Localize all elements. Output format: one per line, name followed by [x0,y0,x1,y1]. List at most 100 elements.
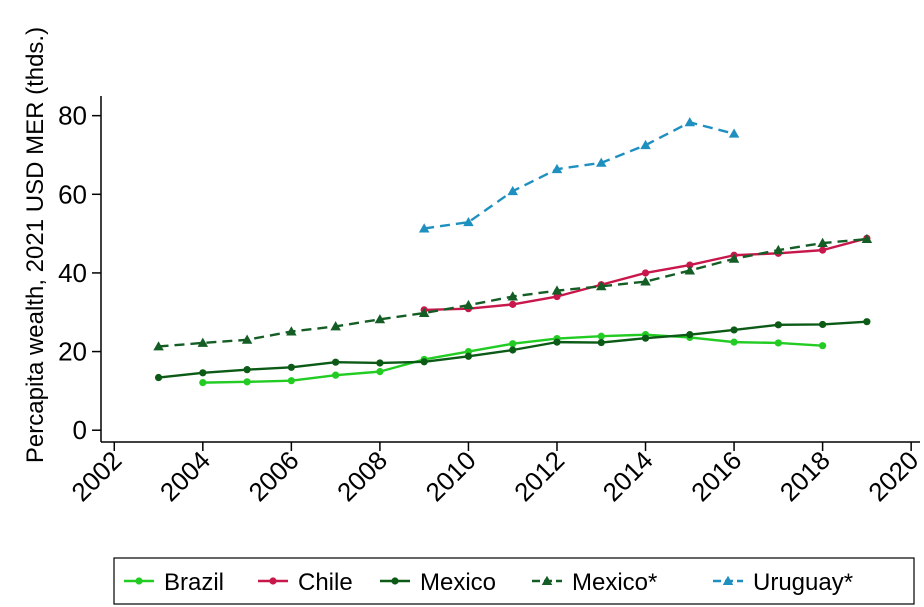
data-point-marker [817,237,828,247]
data-point-marker [241,334,253,344]
data-point-marker [686,261,694,269]
y-axis-title: Percapita wealth, 2021 USD MER (thds.) [22,27,49,463]
data-point-marker [553,292,561,301]
data-point-marker [722,575,734,585]
data-point-marker [199,379,207,387]
data-point-marker [287,377,295,385]
series-layer [153,117,873,387]
data-point-marker [332,358,340,366]
x-tick-label: 2020 [862,445,924,507]
legend-label: Brazil [164,569,224,596]
data-point-marker [730,338,738,346]
data-point-marker [640,276,651,286]
data-point-marker [640,139,651,150]
data-point-marker [464,352,473,360]
ticks-layer: 0 20 40 60 80 2002 2004 2006 2008 2010 2012 2014 201… [58,101,924,507]
series-0 [199,331,827,387]
data-point-marker [819,320,827,329]
data-point-marker [728,128,740,138]
series-line [424,121,735,230]
x-tick-label: 2010 [420,445,482,507]
data-point-marker [135,577,143,585]
x-tick-label: 2018 [774,445,836,507]
x-tick-label: 2006 [242,445,304,507]
data-point-marker [286,326,297,336]
series-4 [418,117,740,233]
x-tick-label: 2016 [685,445,747,507]
data-point-marker [269,577,277,585]
data-point-marker [420,358,428,366]
data-point-marker [597,332,605,340]
data-point-marker [641,334,650,342]
data-point-marker [287,363,295,371]
legend-item: Uruguay* [713,569,853,596]
y-tick-label: 20 [58,337,87,367]
data-point-marker [330,321,341,331]
data-point-marker [418,307,430,317]
data-point-marker [819,342,827,350]
axes-layer [100,96,920,443]
data-point-marker [376,359,384,367]
data-point-marker [507,185,518,196]
legend-item: Brazil [124,569,224,596]
data-point-marker [243,366,251,374]
data-point-marker [332,371,340,379]
legend-label: Mexico* [572,569,657,596]
data-point-marker [153,341,164,351]
data-point-marker [507,291,518,301]
data-point-marker [154,373,163,382]
data-point-marker [553,338,561,346]
data-point-marker [641,269,650,277]
data-point-marker [463,299,474,310]
legend-label: Chile [298,569,353,596]
data-point-marker [551,163,563,174]
legend: Brazil Chile Mexico Mexico* Uruguay* [113,557,915,605]
data-point-marker [509,300,517,308]
data-point-marker [391,577,399,585]
data-point-marker [374,314,386,324]
data-point-marker [541,575,553,585]
y-tick-label: 40 [58,258,87,288]
data-point-marker [596,281,607,291]
legend-item: Mexico* [532,569,657,596]
data-point-marker [551,285,563,295]
x-tick-label: 2008 [331,445,393,507]
data-point-marker [243,378,251,386]
data-point-marker [509,340,517,348]
y-tick-label: 0 [73,415,87,445]
data-point-marker [197,337,209,347]
data-point-marker [730,326,738,334]
legend-item: Chile [258,569,353,596]
data-point-marker [463,216,474,227]
data-point-marker [774,339,782,347]
legend-item: Mexico [380,569,496,596]
x-tick-label: 2012 [508,445,570,507]
x-tick-label: 2004 [154,445,216,507]
data-point-marker [861,233,873,244]
data-point-marker [686,331,694,339]
y-tick-label: 60 [58,179,87,209]
x-tick-label: 2014 [597,445,659,507]
data-point-marker [773,244,784,255]
series-1 [420,234,871,314]
y-tick-label: 80 [58,101,87,131]
data-point-marker [684,265,696,275]
x-tick-label: 2002 [65,445,127,507]
data-point-marker [199,369,207,377]
legend-frame [113,557,915,605]
series-3 [153,233,873,351]
data-point-marker [684,117,696,127]
data-point-marker [596,157,607,167]
data-point-marker [418,223,430,233]
data-point-marker [819,246,827,254]
data-point-marker [774,321,782,329]
legend-label: Uruguay* [753,569,853,596]
data-point-marker [509,346,517,354]
data-point-marker [863,318,871,326]
series-2 [154,318,871,382]
data-point-marker [376,368,384,376]
legend-label: Mexico [420,569,496,596]
data-point-marker [728,253,740,263]
